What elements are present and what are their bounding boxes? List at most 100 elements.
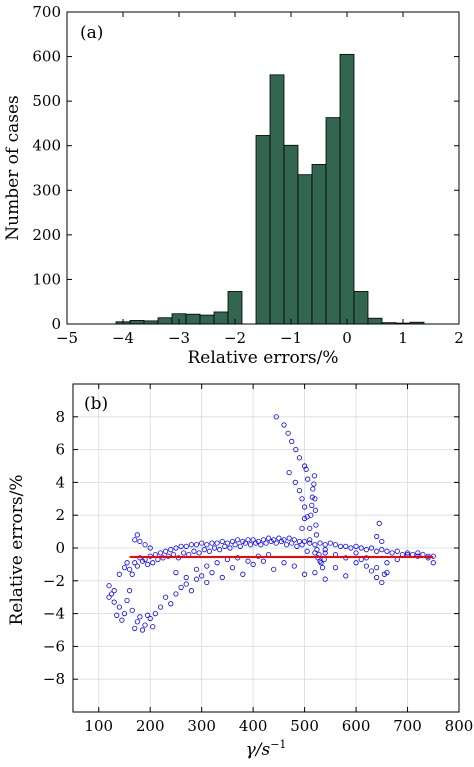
scatter-point (193, 542, 200, 548)
scatter-point (374, 574, 380, 581)
scatter-point (245, 558, 251, 564)
y-tick-label: −6 (43, 637, 65, 655)
scatter-point (389, 550, 395, 556)
panel-b-y-axis-label: Relative errors/% (7, 474, 27, 625)
panel-b-x-ticks: 100 200 300 400 500 600 700 800 (84, 384, 473, 735)
scatter-point (322, 550, 328, 556)
scatter-point (139, 627, 146, 633)
scatter-point (250, 537, 256, 543)
scatter-point (163, 594, 169, 600)
scatter-point (310, 486, 316, 492)
scatter-point (157, 550, 164, 556)
scatter-point (229, 565, 236, 571)
scatter-point (199, 573, 205, 579)
scatter-point (312, 569, 318, 576)
scatter-point (273, 540, 279, 546)
scatter-point (384, 548, 390, 554)
scatter-points (106, 414, 436, 633)
scatter-point (260, 558, 267, 564)
scatter-point (240, 571, 246, 577)
scatter-point (312, 542, 318, 548)
x-tick-label: 300 (187, 717, 216, 735)
x-tick-label: 400 (239, 717, 268, 735)
scatter-point (322, 547, 328, 553)
scatter-point (183, 543, 189, 549)
scatter-point (268, 538, 274, 545)
scatter-point (332, 542, 339, 548)
scatter-point (206, 548, 212, 554)
scatter-point (286, 469, 292, 476)
histogram-bar (311, 164, 327, 325)
scatter-point (299, 525, 305, 531)
histogram-bar (297, 174, 313, 325)
scatter-point (322, 542, 328, 548)
scatter-point (379, 579, 385, 586)
scatter-point (129, 607, 135, 613)
histogram-bar (339, 53, 355, 325)
scatter-point (289, 540, 295, 546)
scatter-point (376, 520, 382, 527)
scatter-point (291, 537, 297, 543)
scatter-point (289, 438, 295, 444)
scatter-point (163, 548, 169, 554)
scatter-point (211, 545, 218, 551)
scatter-point (178, 543, 184, 549)
scatter-point (109, 591, 115, 597)
scatter-point (384, 569, 390, 576)
scatter-point (374, 548, 380, 554)
scatter-point (235, 537, 241, 543)
scatter-point (173, 591, 179, 597)
scatter-point (199, 540, 205, 546)
panel-a-label: (a) (80, 23, 103, 43)
scatter-point (293, 446, 299, 453)
scatter-point (296, 538, 303, 545)
scatter-point (142, 542, 148, 548)
scatter-point (374, 565, 380, 571)
scatter-point (181, 550, 187, 556)
scatter-point (303, 466, 309, 472)
scatter-point (150, 624, 156, 630)
x-tick-label: 0 (342, 329, 352, 347)
scatter-point (273, 414, 279, 420)
scatter-point (209, 540, 215, 546)
scatter-point (196, 550, 202, 556)
panel-a-y-ticks: 0 100 200 300 400 500 600 700 (32, 3, 459, 333)
histogram-bar (185, 313, 201, 325)
scatter-point (222, 543, 228, 549)
scatter-point (217, 547, 223, 553)
scatter-point (193, 576, 200, 582)
scatter-point (134, 563, 140, 569)
scatter-point (430, 560, 436, 566)
scatter-point (379, 547, 385, 553)
x-tick-label: 2 (454, 329, 464, 347)
scatter-point (404, 550, 411, 556)
scatter-point (245, 537, 251, 543)
scatter-point (415, 550, 421, 556)
scatter-point (134, 532, 140, 538)
scatter-point (188, 542, 194, 548)
scatter-point (116, 571, 122, 577)
scatter-point (106, 583, 112, 589)
scatter-point (309, 502, 315, 508)
scatter-point (291, 563, 297, 569)
panel-a-frame (66, 11, 460, 325)
scatter-point (368, 568, 375, 574)
x-tick-label: −2 (224, 329, 246, 347)
scatter-point (313, 532, 320, 538)
scatter-point (119, 617, 125, 623)
scatter-point (286, 535, 292, 541)
scatter-point (237, 543, 243, 549)
scatter-point (111, 588, 117, 594)
scatter-point (299, 496, 305, 502)
x-tick-label: −1 (280, 329, 302, 347)
y-tick-label: 8 (55, 408, 65, 426)
scatter-point (111, 599, 117, 605)
histogram-panel: −5 −4 −3 −2 −1 0 1 2 0 100 200 300 400 500 600 700 (a)… (3, 3, 464, 368)
scatter-point (147, 545, 153, 551)
y-tick-label: 0 (51, 315, 61, 333)
scatter-point (247, 542, 254, 548)
scatter-point (312, 507, 319, 513)
scatter-point (124, 560, 130, 566)
scatter-point (304, 514, 310, 520)
scatter-point (381, 571, 387, 577)
